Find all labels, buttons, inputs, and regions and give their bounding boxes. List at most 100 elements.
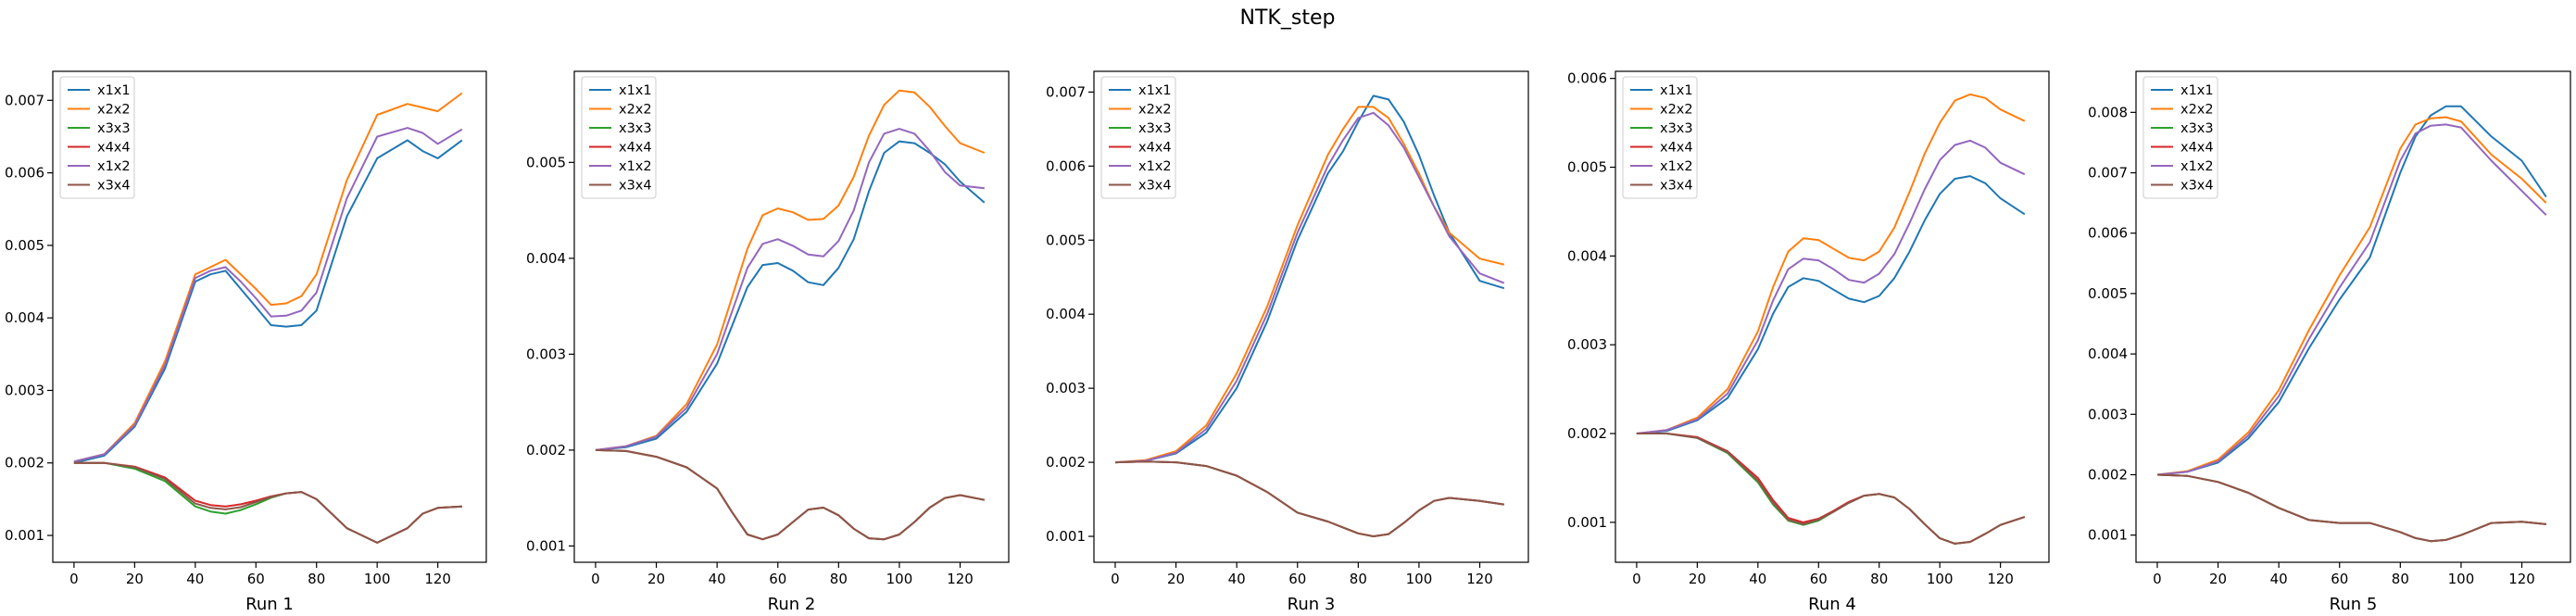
series-line-x1x2 <box>2156 123 2547 476</box>
y-tick-label: 0.004 <box>526 250 566 267</box>
x-tick-label: 80 <box>308 571 325 587</box>
x-axis-label: Run 5 <box>2330 595 2378 614</box>
legend-label-x3x3: x3x3 <box>1138 121 1172 136</box>
panel-2: 0 20 40 60 80 100 120 0.001 0.002 0.003 0.004 0.005… <box>526 70 1010 614</box>
y-tick-label: 0.005 <box>526 154 566 170</box>
x-tick-label: 120 <box>2508 571 2535 587</box>
axes-frame <box>573 70 1010 563</box>
panel-5: 0 20 40 60 80 100 120 0.001 0.002 0.003 0.004 0.005… <box>2088 70 2571 614</box>
x-tick-label: 0 <box>69 571 79 587</box>
y-tick-label: 0.003 <box>1046 380 1086 396</box>
legend-label-x3x4: x3x4 <box>619 179 652 194</box>
x-tick-label: 40 <box>1228 571 1246 587</box>
y-tick-label: 0.004 <box>1046 306 1086 322</box>
y-tick-label: 0.006 <box>5 165 44 182</box>
y-tick-label: 0.001 <box>5 527 44 544</box>
x-tick-label: 60 <box>1288 571 1306 587</box>
legend-label-x1x1: x1x1 <box>619 83 652 98</box>
x-tick-label: 20 <box>2209 571 2227 587</box>
legend-label-x2x2: x2x2 <box>619 103 652 118</box>
legend-label-x1x2: x1x2 <box>1660 159 1693 174</box>
x-axis-label: Run 3 <box>1288 595 1336 614</box>
x-tick-label: 40 <box>2270 571 2288 587</box>
y-tick-label: 0.004 <box>2088 346 2128 362</box>
y-tick-label: 0.001 <box>526 537 566 554</box>
x-axis-label: Run 2 <box>768 595 816 614</box>
series-line-x1x1 <box>1114 94 1505 464</box>
legend-label-x4x4: x4x4 <box>1138 141 1172 156</box>
axes-frame <box>52 70 487 563</box>
series-line-x2x2 <box>73 92 463 463</box>
series-line-x1x2 <box>1114 111 1505 464</box>
x-tick-label: 20 <box>1167 571 1185 587</box>
legend-label-x1x2: x1x2 <box>1138 159 1172 174</box>
x-tick-label: 120 <box>947 571 974 587</box>
y-tick-label: 0.001 <box>1046 528 1086 545</box>
series-line-x2x2 <box>595 89 986 451</box>
legend-label-x3x4: x3x4 <box>1660 179 1693 194</box>
y-tick-label: 0.003 <box>526 346 566 362</box>
axes-frame <box>1615 70 2050 563</box>
x-tick-label: 0 <box>1111 571 1120 587</box>
series-line-x2x2 <box>2156 116 2547 476</box>
legend-label-x1x2: x1x2 <box>2180 159 2214 174</box>
legend-label-x4x4: x4x4 <box>1660 141 1693 156</box>
series-line-x3x4 <box>1636 433 2026 545</box>
series-line-x1x1 <box>595 140 986 451</box>
legend-label-x2x2: x2x2 <box>1660 103 1693 118</box>
y-tick-label: 0.006 <box>1046 157 1086 174</box>
x-tick-label: 100 <box>2448 571 2475 587</box>
legend-box <box>1100 76 1176 199</box>
x-tick-label: 100 <box>1927 571 1954 587</box>
x-tick-label: 60 <box>247 571 265 587</box>
y-tick-label: 0.006 <box>1567 70 1607 87</box>
x-tick-label: 120 <box>1466 571 1493 587</box>
legend-label-x4x4: x4x4 <box>619 141 652 156</box>
series-line-x3x4 <box>1114 460 1504 537</box>
y-tick-label: 0.005 <box>5 237 44 254</box>
x-tick-label: 40 <box>186 571 204 587</box>
series-line-x1x2 <box>1636 139 2026 434</box>
legend-label-x4x4: x4x4 <box>97 141 131 156</box>
x-tick-label: 0 <box>2153 571 2162 587</box>
y-tick-label: 0.007 <box>1046 83 1086 100</box>
legend-label-x2x2: x2x2 <box>2180 103 2214 118</box>
y-tick-label: 0.006 <box>2088 225 2128 242</box>
figure-title: NTK_step <box>1240 6 1336 30</box>
y-tick-label: 0.007 <box>2088 165 2128 182</box>
legend-box <box>2142 76 2218 199</box>
series-line-x1x1 <box>2156 105 2547 476</box>
legend-box <box>581 76 657 199</box>
legend-label-x1x1: x1x1 <box>97 83 131 98</box>
x-tick-label: 80 <box>2392 571 2409 587</box>
x-tick-label: 20 <box>1689 571 1706 587</box>
x-tick-label: 60 <box>2331 571 2348 587</box>
y-tick-label: 0.002 <box>5 455 44 471</box>
series-line-x1x2 <box>595 128 985 451</box>
x-tick-label: 120 <box>424 571 451 587</box>
legend-label-x3x3: x3x3 <box>97 121 131 136</box>
legend-label-x1x2: x1x2 <box>97 159 131 174</box>
series-line-x1x2 <box>73 127 463 463</box>
y-tick-label: 0.001 <box>1567 514 1607 531</box>
y-tick-label: 0.001 <box>2088 527 2128 544</box>
legend-label-x2x2: x2x2 <box>1138 103 1172 118</box>
x-tick-label: 40 <box>1749 571 1766 587</box>
y-tick-label: 0.004 <box>1567 247 1607 264</box>
x-axis-label: Run 1 <box>245 595 294 614</box>
y-tick-label: 0.007 <box>5 92 44 108</box>
legend-label-x3x4: x3x4 <box>97 179 131 194</box>
legend-label-x3x3: x3x3 <box>619 121 652 136</box>
legend-label-x1x1: x1x1 <box>2180 83 2214 98</box>
legend-label-x4x4: x4x4 <box>2180 141 2214 156</box>
y-tick-label: 0.002 <box>2088 466 2128 483</box>
legend-label-x2x2: x2x2 <box>97 103 131 118</box>
legend-box <box>59 76 135 199</box>
legend-label-x1x2: x1x2 <box>619 159 652 174</box>
y-tick-label: 0.002 <box>526 442 566 459</box>
axes-frame <box>1093 70 1529 563</box>
legend-label-x1x1: x1x1 <box>1660 83 1693 98</box>
y-tick-label: 0.008 <box>2088 104 2128 120</box>
panel-1: 0 20 40 60 80 100 120 0.001 0.002 0.003 0.004 0.005… <box>5 70 487 614</box>
legend-label-x3x3: x3x3 <box>2180 121 2214 136</box>
